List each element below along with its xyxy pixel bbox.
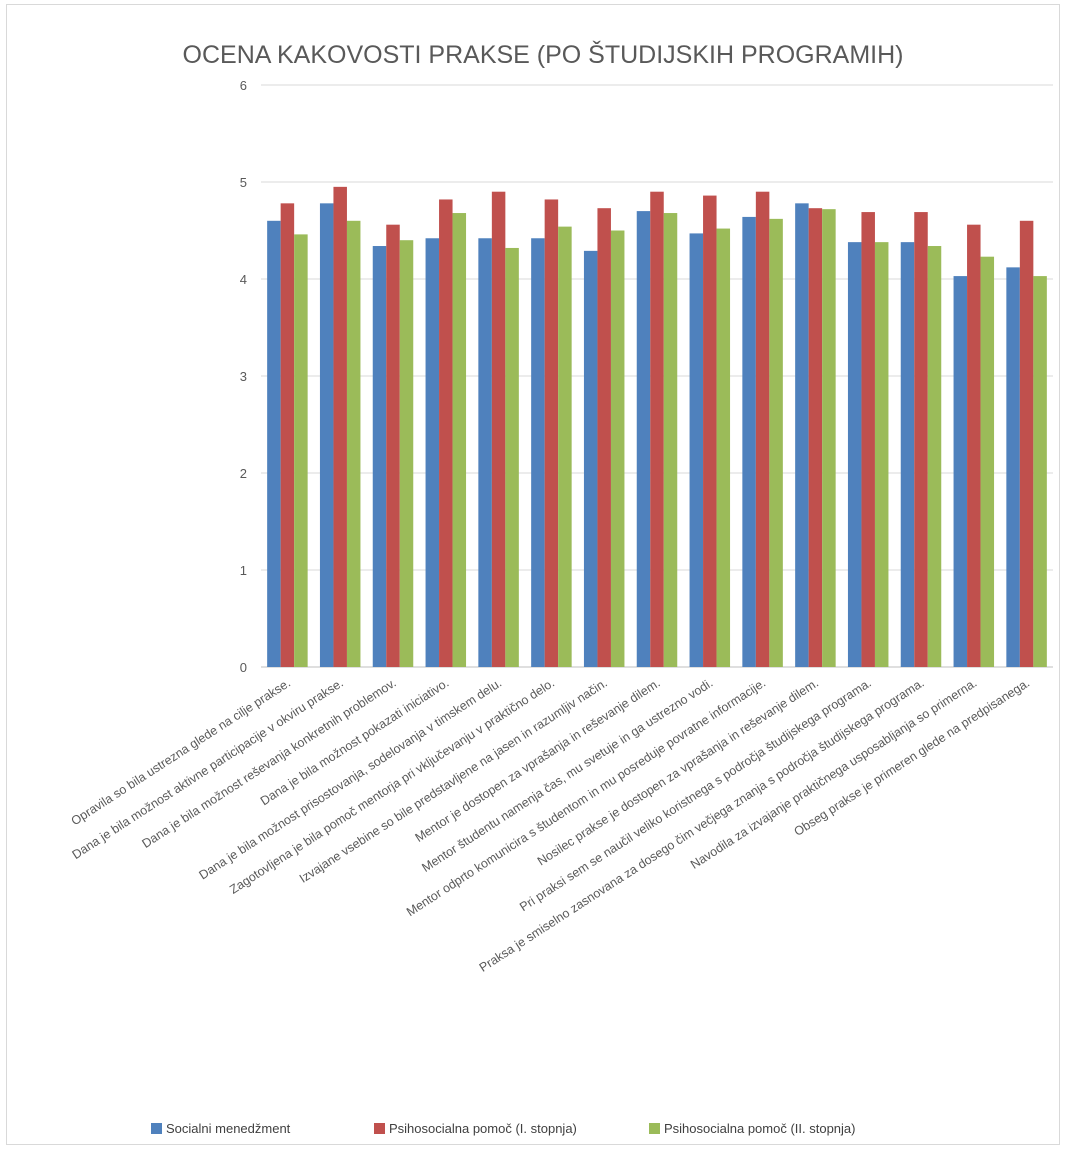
bar (491, 191, 506, 667)
bar (439, 199, 453, 667)
bar (755, 191, 770, 667)
bar (663, 213, 678, 668)
bar (558, 226, 572, 667)
bar (386, 224, 400, 667)
bar (703, 195, 717, 667)
legend-swatch (649, 1123, 660, 1134)
bar (1006, 267, 1020, 667)
bar (319, 203, 334, 667)
legend-label: Socialni menedžment (166, 1121, 291, 1136)
legend: Socialni menedžment Psihosocialna pomoč (… (151, 1121, 855, 1136)
chart-frame: OCENA KAKOVOSTI PRAKSE (PO ŠTUDIJSKIH PR… (6, 4, 1060, 1145)
bar (967, 224, 981, 667)
bar (478, 238, 492, 667)
bar (399, 240, 414, 667)
bar (531, 238, 545, 667)
bar (822, 209, 836, 667)
bar (583, 250, 598, 667)
bar (808, 208, 823, 667)
bar (372, 246, 387, 667)
bar (346, 220, 361, 668)
y-tick-label: 3 (240, 369, 247, 384)
bar-layer (267, 186, 1047, 668)
bar (847, 242, 862, 667)
bar (650, 191, 664, 667)
y-tick-label: 0 (240, 660, 247, 675)
y-tick-label: 6 (240, 78, 247, 93)
bar (861, 212, 875, 667)
legend-label: Psihosocialna pomoč (II. stopnja) (664, 1121, 855, 1136)
bar (953, 276, 968, 667)
y-tick-label: 4 (240, 272, 247, 287)
legend-swatch (374, 1123, 385, 1134)
bar (927, 246, 942, 667)
bar (742, 216, 756, 668)
bar (333, 186, 347, 667)
y-axis-ticks: 0 1 2 3 4 5 6 (240, 78, 247, 675)
chart-svg: OCENA KAKOVOSTI PRAKSE (PO ŠTUDIJSKIH PR… (69, 40, 1053, 1136)
bar (716, 228, 731, 667)
y-tick-label: 1 (240, 563, 247, 578)
bar (544, 199, 559, 667)
y-tick-label: 5 (240, 175, 247, 190)
bar (636, 211, 651, 667)
bar (505, 247, 519, 667)
bar (280, 203, 295, 667)
bar (610, 230, 625, 667)
x-axis-category-labels: Opravila so bila ustrezna glede na cilje… (69, 676, 1033, 975)
y-tick-label: 2 (240, 466, 247, 481)
bar (425, 238, 440, 667)
bar (689, 233, 704, 667)
x-category-label: Opravila so bila ustrezna glede na cilje… (69, 676, 293, 829)
chart-title: OCENA KAKOVOSTI PRAKSE (PO ŠTUDIJSKIH PR… (183, 40, 904, 69)
bar (294, 234, 308, 667)
legend-swatch (151, 1123, 162, 1134)
bar (1033, 276, 1047, 667)
bar (900, 242, 915, 667)
bar (597, 208, 611, 667)
bar (795, 203, 809, 667)
bar (769, 218, 783, 668)
bar (1019, 220, 1034, 668)
bar (914, 212, 928, 667)
bar (452, 213, 467, 668)
x-category-label: Dana je bila možnost pokazati iniciativo… (258, 676, 452, 808)
bar (267, 220, 281, 668)
legend-label: Psihosocialna pomoč (I. stopnja) (389, 1121, 577, 1136)
bar (874, 242, 889, 667)
bar (980, 256, 995, 667)
